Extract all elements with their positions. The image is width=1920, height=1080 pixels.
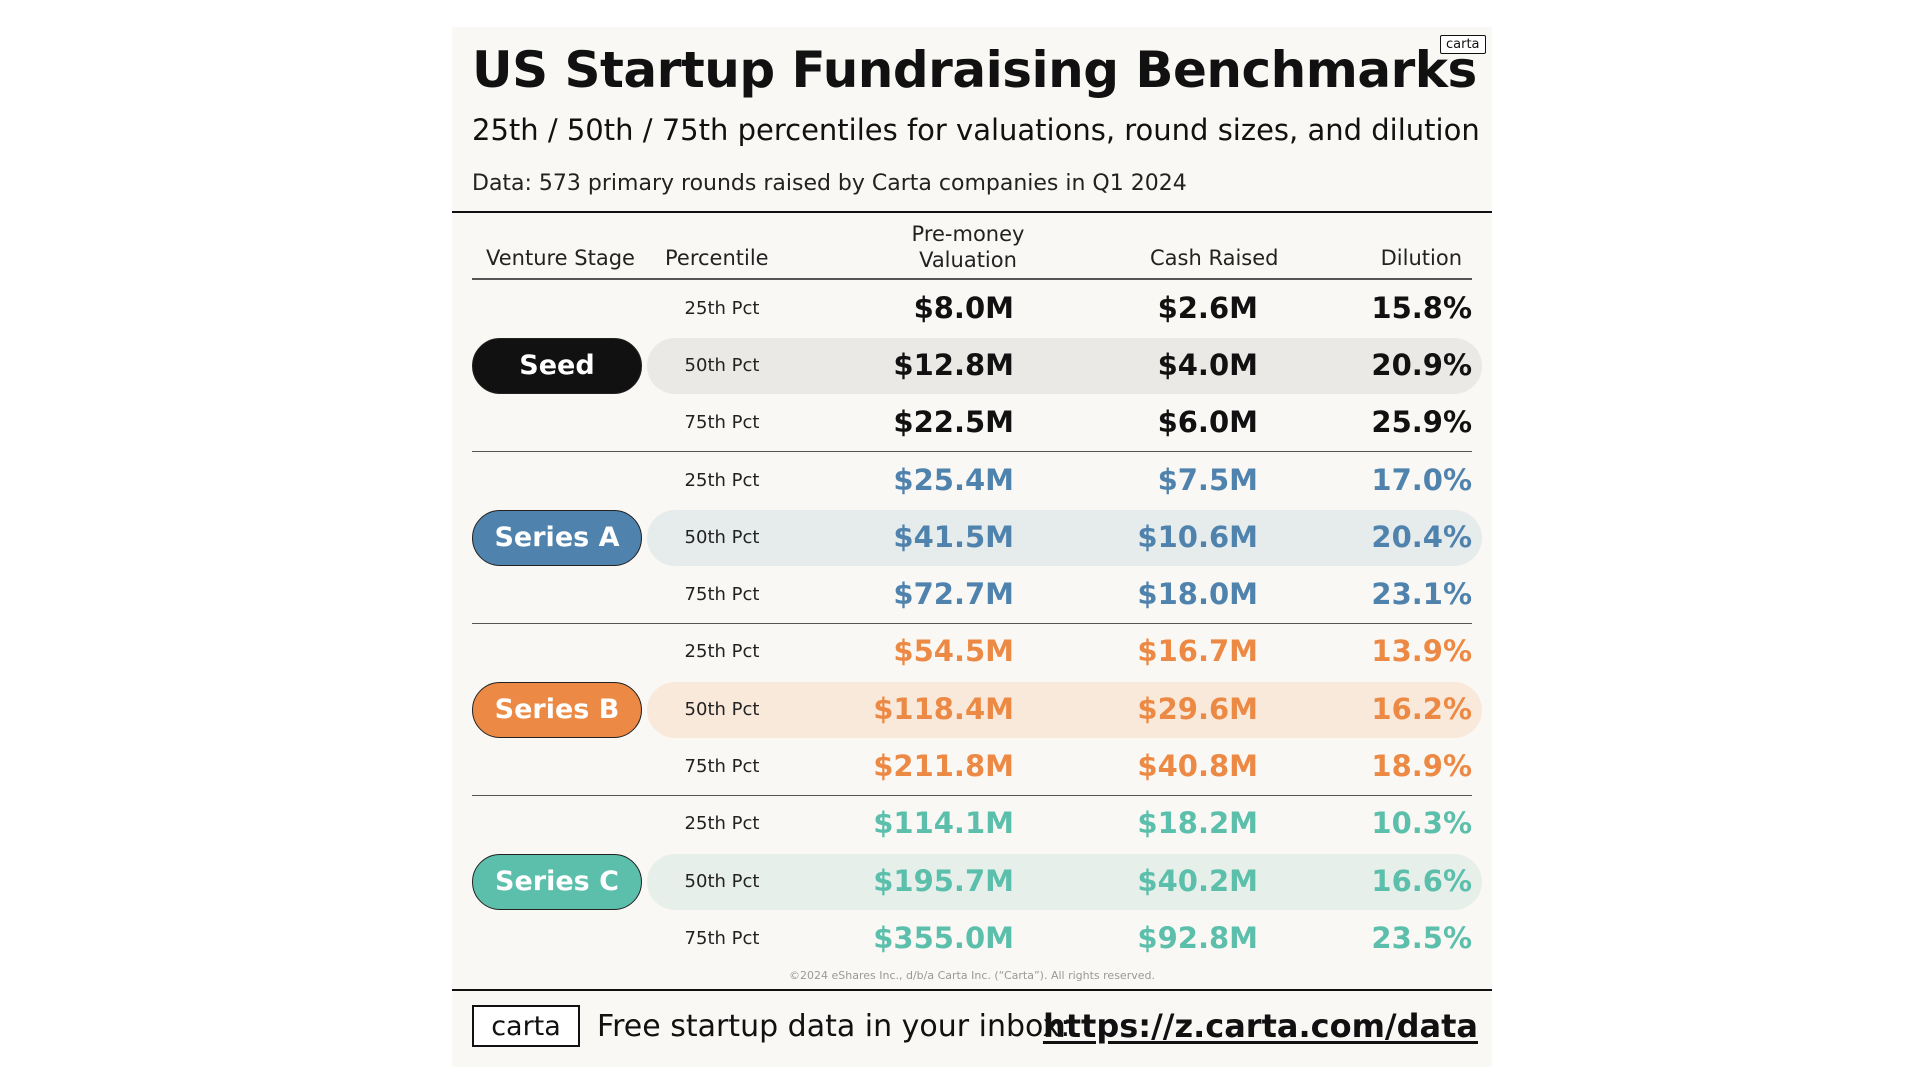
header-divider xyxy=(472,278,1472,280)
valuation-value-series-b-25th-pct: $54.5M xyxy=(893,634,1014,669)
col-header-cash: Cash Raised xyxy=(1150,246,1279,270)
top-rule xyxy=(452,211,1492,213)
footer-link[interactable]: https://z.carta.com/data xyxy=(1042,1007,1478,1045)
valuation-value-seed-25th-pct: $8.0M xyxy=(913,290,1014,325)
row-highlight-series-b xyxy=(647,681,1482,738)
page-title: US Startup Fundraising Benchmarks xyxy=(472,41,1477,99)
cash-value-seed-50th-pct: $4.0M xyxy=(1157,347,1258,382)
col-header-valuation-line2: Valuation xyxy=(919,248,1017,272)
data-source-note: Data: 573 primary rounds raised by Carta… xyxy=(472,171,1187,196)
dilution-value-series-b-25th-pct: 13.9% xyxy=(1371,634,1472,669)
dilution-value-series-c-25th-pct: 10.3% xyxy=(1371,806,1472,841)
dilution-value-series-b-75th-pct: 18.9% xyxy=(1371,749,1472,784)
valuation-value-series-b-75th-pct: $211.8M xyxy=(873,749,1014,784)
valuation-value-series-c-50th-pct: $195.7M xyxy=(873,863,1014,898)
col-header-valuation: Pre-money Valuation xyxy=(912,221,1025,273)
stage-pill-series-c: Series C xyxy=(472,853,642,910)
valuation-value-series-a-50th-pct: $41.5M xyxy=(893,519,1014,554)
percentile-label-seed-25th-pct: 25th Pct xyxy=(684,297,760,319)
bottom-rule xyxy=(452,989,1492,991)
group-divider xyxy=(472,622,1472,625)
valuation-value-series-a-75th-pct: $72.7M xyxy=(893,577,1014,612)
dilution-value-series-a-50th-pct: 20.4% xyxy=(1371,519,1472,554)
percentile-label-series-b-25th-pct: 25th Pct xyxy=(684,641,760,663)
dilution-value-seed-75th-pct: 25.9% xyxy=(1371,405,1472,440)
cash-value-seed-25th-pct: $2.6M xyxy=(1157,290,1258,325)
dilution-value-series-c-50th-pct: 16.6% xyxy=(1371,863,1472,898)
col-header-stage: Venture Stage xyxy=(486,246,635,270)
group-divider xyxy=(472,794,1472,797)
dilution-value-series-a-25th-pct: 17.0% xyxy=(1371,462,1472,497)
cash-value-series-c-75th-pct: $92.8M xyxy=(1137,920,1258,955)
percentile-label-series-c-50th-pct: 50th Pct xyxy=(684,870,760,892)
cash-value-series-a-75th-pct: $18.0M xyxy=(1137,577,1258,612)
percentile-label-series-a-50th-pct: 50th Pct xyxy=(684,526,760,548)
infographic-card: carta US Startup Fundraising Benchmarks … xyxy=(452,27,1492,1067)
valuation-value-series-b-50th-pct: $118.4M xyxy=(873,691,1014,726)
page-subtitle: 25th / 50th / 75th percentiles for valua… xyxy=(472,113,1480,147)
cash-value-seed-75th-pct: $6.0M xyxy=(1157,405,1258,440)
stage-pill-series-b: Series B xyxy=(472,681,642,738)
group-divider xyxy=(472,450,1472,453)
carta-footer-logo: carta xyxy=(472,1005,580,1047)
row-highlight-seed xyxy=(647,337,1482,394)
dilution-value-seed-25th-pct: 15.8% xyxy=(1371,290,1472,325)
cash-value-series-c-25th-pct: $18.2M xyxy=(1137,806,1258,841)
cash-value-series-b-50th-pct: $29.6M xyxy=(1137,691,1258,726)
cash-value-series-a-50th-pct: $10.6M xyxy=(1137,519,1258,554)
cash-value-series-c-50th-pct: $40.2M xyxy=(1137,863,1258,898)
row-highlight-series-c xyxy=(647,853,1482,910)
percentile-label-seed-50th-pct: 50th Pct xyxy=(684,354,760,376)
percentile-label-series-b-75th-pct: 75th Pct xyxy=(684,756,760,778)
stage-pill-seed: Seed xyxy=(472,337,642,394)
percentile-label-series-a-25th-pct: 25th Pct xyxy=(684,469,760,491)
col-header-valuation-line1: Pre-money xyxy=(911,222,1025,246)
col-header-percentile: Percentile xyxy=(665,246,769,270)
valuation-value-series-c-75th-pct: $355.0M xyxy=(873,920,1014,955)
valuation-value-series-c-25th-pct: $114.1M xyxy=(873,806,1014,841)
copyright-note: ©2024 eShares Inc., d/b/a Carta Inc. (“C… xyxy=(789,969,1155,982)
dilution-value-series-b-50th-pct: 16.2% xyxy=(1371,691,1472,726)
row-highlight-series-a xyxy=(647,509,1482,566)
percentile-label-series-c-75th-pct: 75th Pct xyxy=(684,927,760,949)
carta-logo: carta xyxy=(1440,35,1486,54)
percentile-label-series-c-25th-pct: 25th Pct xyxy=(684,813,760,835)
dilution-value-seed-50th-pct: 20.9% xyxy=(1371,347,1472,382)
dilution-value-series-c-75th-pct: 23.5% xyxy=(1371,920,1472,955)
dilution-value-series-a-75th-pct: 23.1% xyxy=(1371,577,1472,612)
percentile-label-series-b-50th-pct: 50th Pct xyxy=(684,698,760,720)
footer-text: Free startup data in your inbox: xyxy=(597,1009,1071,1044)
valuation-value-seed-75th-pct: $22.5M xyxy=(893,405,1014,440)
valuation-value-seed-50th-pct: $12.8M xyxy=(893,347,1014,382)
stage-pill-series-a: Series A xyxy=(472,509,642,566)
cash-value-series-b-25th-pct: $16.7M xyxy=(1137,634,1258,669)
cash-value-series-b-75th-pct: $40.8M xyxy=(1137,749,1258,784)
percentile-label-series-a-75th-pct: 75th Pct xyxy=(684,584,760,606)
cash-value-series-a-25th-pct: $7.5M xyxy=(1157,462,1258,497)
valuation-value-series-a-25th-pct: $25.4M xyxy=(893,462,1014,497)
percentile-label-seed-75th-pct: 75th Pct xyxy=(684,412,760,434)
col-header-dilution: Dilution xyxy=(1380,246,1462,270)
